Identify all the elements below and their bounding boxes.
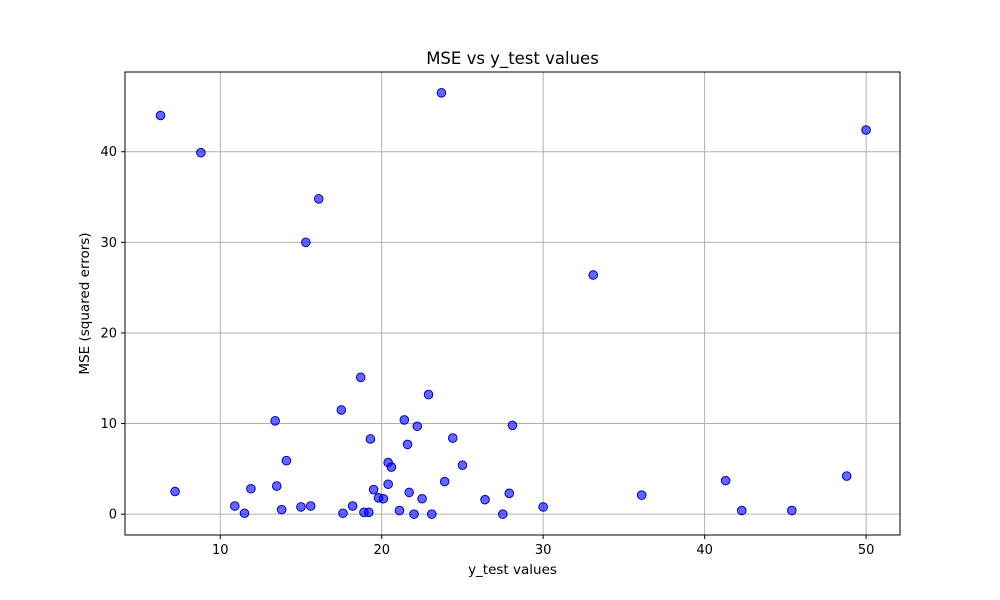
y-axis-label: MSE (squared errors)	[77, 232, 93, 374]
x-tick-label: 50	[858, 543, 875, 558]
scatter-point	[404, 487, 414, 498]
scatter-point	[364, 507, 374, 518]
scatter-point	[338, 508, 348, 519]
y-axis: 0 10 20 30 40	[100, 145, 125, 523]
x-tick-label: 20	[373, 543, 390, 558]
scatter-point	[378, 493, 389, 504]
scatter-point	[538, 502, 548, 512]
scatter-point	[457, 460, 468, 471]
scatter-point	[498, 509, 508, 519]
scatter-point	[394, 505, 405, 516]
x-tick-label: 30	[535, 543, 552, 558]
plot-area-frame	[124, 71, 901, 536]
scatter-point	[480, 494, 490, 505]
y-tick-label: 40	[100, 145, 117, 160]
scatter-point	[355, 372, 366, 383]
scatter-point	[787, 505, 797, 516]
grid-layer	[125, 72, 900, 535]
scatter-point	[402, 439, 413, 450]
y-tick-label: 30	[100, 236, 117, 251]
scatter-point	[588, 270, 599, 280]
scatter-point	[305, 501, 316, 511]
scatter-point	[636, 490, 647, 500]
scatter-point	[246, 483, 256, 494]
scatter-point	[276, 504, 287, 515]
scatter-point	[270, 416, 280, 426]
scatter-point	[439, 476, 450, 487]
scatter-point	[229, 501, 240, 511]
scatter-point	[861, 125, 871, 135]
scatter-point	[368, 484, 379, 495]
x-tick-label: 10	[212, 543, 229, 558]
scatter-point	[383, 479, 393, 490]
scatter-point	[239, 508, 250, 519]
scatter-point	[841, 471, 852, 481]
scatter-point	[170, 486, 180, 497]
chart-title: MSE vs y_test values	[426, 49, 599, 69]
scatter-point	[313, 194, 324, 204]
scatter-point	[296, 502, 306, 512]
scatter-point	[155, 110, 166, 121]
scatter-point	[196, 147, 206, 158]
x-axis-label: y_test values	[468, 562, 557, 578]
scatter-point	[504, 488, 515, 499]
x-tick-label: 40	[696, 543, 713, 558]
scatter-point	[426, 509, 437, 519]
scatter-point	[736, 505, 747, 516]
scatter-point	[271, 481, 282, 491]
scatter-point	[365, 434, 376, 444]
y-tick-label: 0	[109, 508, 117, 523]
scatter-point	[347, 501, 358, 511]
scatter-point	[507, 420, 518, 431]
scatter-point	[336, 405, 347, 415]
scatter-point	[412, 421, 423, 432]
scatter-point	[447, 433, 458, 443]
scatter-point	[399, 415, 410, 425]
scatter-point	[436, 88, 447, 98]
scatter-point	[423, 389, 434, 400]
scatter-point	[409, 509, 419, 519]
scatter-point	[281, 455, 292, 466]
x-axis: 10 20 30 40 50	[212, 535, 874, 558]
y-tick-label: 20	[100, 326, 117, 341]
scatter-point	[720, 475, 731, 486]
points-layer	[155, 88, 871, 519]
scatter-point	[417, 493, 427, 504]
scatter-point	[386, 462, 397, 472]
y-tick-label: 10	[100, 417, 117, 432]
scatter-point	[301, 237, 311, 248]
